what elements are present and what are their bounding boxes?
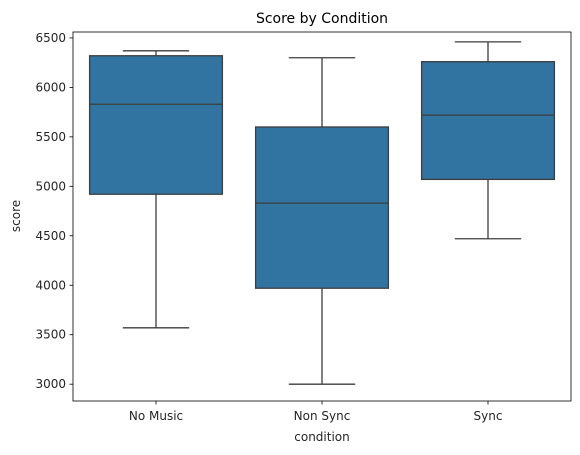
box-1 [254, 126, 390, 289]
y-tick-label: 6500 [35, 31, 66, 45]
x-tick-label: No Music [129, 409, 183, 423]
x-axis-title: condition [294, 430, 349, 444]
y-tick-label: 5500 [35, 130, 66, 144]
y-tick-label: 4500 [35, 229, 66, 243]
plot-frame [72, 31, 572, 402]
box-2 [420, 61, 556, 181]
y-tick-label: 5000 [35, 179, 66, 193]
y-tick-label: 4000 [35, 278, 66, 292]
chart-title: Score by Condition [256, 11, 388, 27]
y-tick-label: 6000 [35, 80, 66, 94]
y-tick-label: 3500 [35, 328, 66, 342]
plot-area: 3000 3500 4000 4500 5000 5500 6000 6500 No Music… [35, 31, 556, 423]
y-tick-label: 3000 [35, 377, 66, 391]
y-axis-title: score [9, 200, 23, 232]
box-0 [88, 55, 224, 195]
x-tick-label: Non Sync [294, 409, 351, 423]
x-tick-label: Sync [474, 409, 503, 423]
